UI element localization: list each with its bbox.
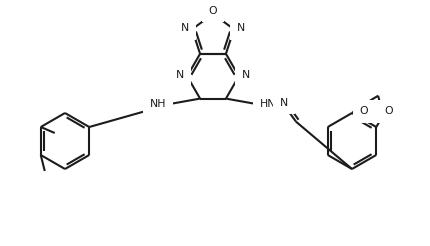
Text: N: N [280,98,288,108]
Text: N: N [237,23,245,33]
Text: N: N [176,70,184,80]
Text: HN: HN [260,99,276,108]
Text: N: N [242,70,250,80]
Text: O: O [209,5,217,15]
Text: NH: NH [150,99,166,108]
Text: N: N [181,23,189,33]
Text: O: O [359,106,369,116]
Text: O: O [384,106,393,116]
